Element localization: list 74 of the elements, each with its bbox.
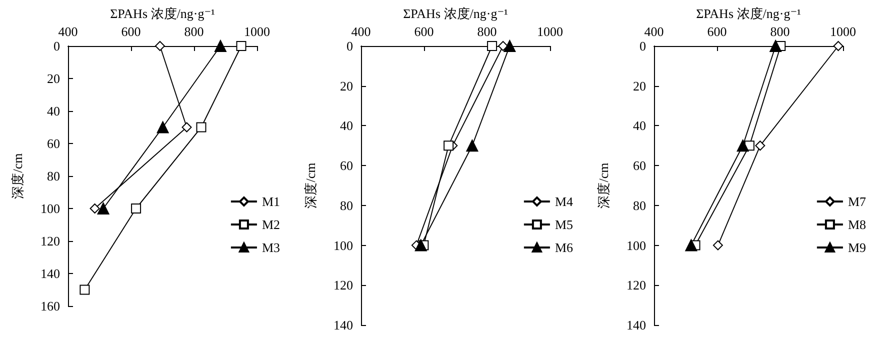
y-tick-label: 40 [633,118,646,134]
x-tick-label: 800 [477,24,497,39]
y-tick-label: 0 [346,38,353,54]
point [80,284,90,295]
point [498,41,508,51]
point [236,41,246,51]
point [131,204,142,214]
point [444,140,454,151]
y-tick-label: 140 [626,318,646,332]
x-axis-title: ΣPAHs 浓度/ng·g⁻¹ [696,6,802,22]
y-axis-title: 深度/cm [303,162,318,208]
point [214,40,226,52]
point [196,122,206,132]
point [156,121,169,134]
y-tick-label: 80 [633,198,646,213]
y-tick-label: 120 [626,278,646,293]
y-tick-label: 20 [633,78,646,94]
y-tick-label: 60 [633,158,646,174]
y-tick-label: 40 [47,104,60,118]
x-axis-title: ΣPAHs 浓度/ng·g⁻¹ [403,6,508,22]
x-tick-label: 1000 [537,24,563,39]
x-tick-label: 600 [707,24,727,39]
legend-label: M3 [262,240,280,255]
y-tick-label: 0 [54,38,60,54]
x-tick-label: 600 [121,24,141,39]
y-tick-label: 120 [40,234,60,248]
point [466,140,478,152]
point [755,140,766,151]
y-tick-label: 100 [40,201,60,216]
legend-label: M7 [848,194,866,209]
point [154,41,165,51]
y-axis-title: 深度/cm [596,162,611,208]
point [685,239,698,252]
y-tick-label: 160 [40,298,60,314]
x-tick-label: 400 [351,24,371,39]
point [833,41,844,51]
legend-label: M5 [554,217,574,232]
y-tick-label: 100 [334,238,353,253]
x-tick-label: 1000 [830,24,856,39]
x-tick-label: 400 [58,24,78,39]
y-tick-label: 20 [340,78,353,94]
point [504,40,516,52]
point [90,204,100,214]
y-axis-title: 深度/cm [10,153,25,199]
y-tick-label: 140 [40,266,60,281]
legend-label: M8 [848,217,866,232]
legend-label: M4 [554,194,574,209]
y-tick-label: 60 [340,158,353,174]
y-tick-label: 120 [334,278,353,293]
y-tick-label: 0 [640,38,646,54]
point [97,202,110,214]
y-tick-label: 40 [340,118,353,134]
x-axis-title: ΣPAHs 浓度/ng·g⁻¹ [110,6,216,22]
point [736,140,749,152]
x-tick-label: 1000 [244,24,270,39]
legend-label: M1 [262,194,280,209]
y-tick-label: 60 [47,136,60,151]
legend-label: M2 [262,217,280,232]
y-tick-label: 100 [626,238,646,253]
point [182,122,192,132]
y-tick-label: 20 [47,71,60,86]
point [770,40,782,52]
x-tick-label: 600 [414,24,434,39]
x-tick-label: 400 [644,24,664,39]
y-tick-label: 140 [334,318,353,332]
point [712,240,723,250]
x-tick-label: 800 [184,24,204,39]
legend-label: M9 [848,240,866,255]
legend-label: M6 [554,240,574,255]
point [414,239,427,252]
y-tick-label: 80 [47,168,60,184]
y-tick-label: 80 [340,198,353,213]
x-tick-label: 800 [770,24,790,39]
point [487,41,498,51]
